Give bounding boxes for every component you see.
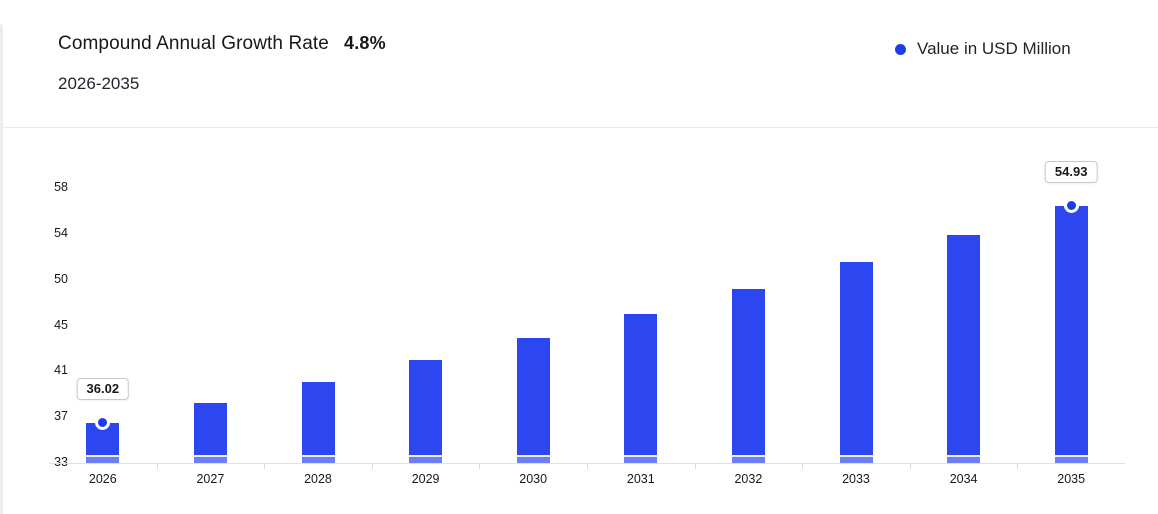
bar-2034[interactable] [947,234,981,464]
x-axis-tick [909,464,911,469]
value-callout: 36.02 [76,377,130,400]
chart-header: Compound Annual Growth Rate 4.8% [58,33,386,55]
legend-marker-icon [895,43,906,55]
bar-2035[interactable] [1054,206,1088,463]
x-axis-label: 2028 [304,472,332,486]
x-axis-label: 2026 [88,472,117,486]
x-axis-label: 2031 [626,472,655,486]
data-point-marker-icon [1063,198,1079,214]
x-axis-tick [587,464,588,469]
bar-2032[interactable] [731,288,765,464]
legend-item-usd-million[interactable]: Value in USD Million [895,39,1071,59]
x-axis-tick [479,464,481,469]
header-divider [0,127,1158,128]
x-axis-label: 2032 [734,472,763,486]
x-axis-tick [802,464,804,469]
bar-2031[interactable] [624,313,658,464]
cagr-value: 4.8% [343,33,386,53]
y-axis-label: 54 [54,225,68,240]
value-callout: 54.93 [1044,161,1098,184]
bar-2028[interactable] [301,382,335,463]
x-axis-tick [156,464,158,469]
data-point-marker-icon [95,414,111,430]
x-axis-label: 2027 [196,472,225,486]
bar-2029[interactable] [409,360,443,463]
y-axis-label: 50 [54,271,68,286]
bar-2033[interactable] [839,262,873,463]
y-axis-label: 33 [54,455,68,469]
chart-subtitle: 2026-2035 [58,74,140,93]
y-axis-label: 37 [54,409,68,424]
bar-2027[interactable] [193,402,227,464]
x-axis-tick [264,464,266,469]
x-axis-tick [694,464,696,469]
x-axis-tick [1017,464,1019,469]
y-axis-label: 41 [54,363,68,378]
x-axis-label: 2029 [411,472,440,486]
legend-label: Value in USD Million [917,39,1071,58]
bar-2030[interactable] [516,337,550,464]
x-axis-label: 2030 [519,472,548,486]
y-axis-label: 45 [54,317,68,332]
card-left-edge [0,24,3,514]
x-axis-label: 2034 [949,472,978,486]
y-axis-label: 58 [54,180,68,195]
x-axis-label: 2033 [842,472,870,486]
page-title: Compound Annual Growth Rate [58,33,329,54]
x-axis-label: 2035 [1057,472,1086,486]
x-axis-line [49,463,1125,464]
x-axis-tick [371,464,373,469]
